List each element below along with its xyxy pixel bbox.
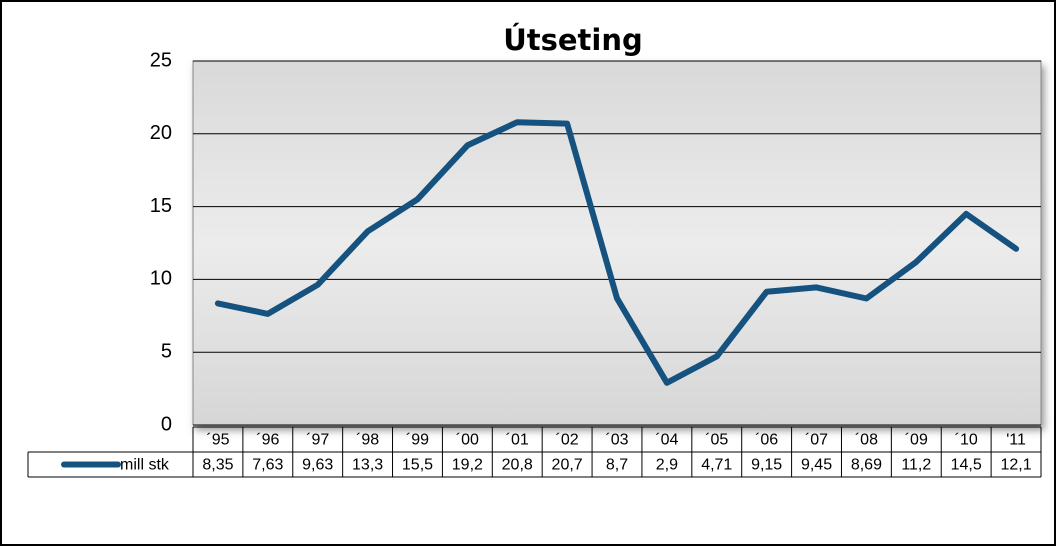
data-label: 7,63 bbox=[252, 457, 283, 474]
x-tick-label: ´02 bbox=[556, 432, 579, 449]
data-label: 9,15 bbox=[751, 457, 782, 474]
data-label: 9,45 bbox=[801, 457, 832, 474]
plot-area bbox=[192, 60, 1042, 426]
x-tick-label: ´98 bbox=[356, 432, 379, 449]
data-label: 20,8 bbox=[502, 457, 533, 474]
x-tick-label: ´08 bbox=[855, 432, 878, 449]
legend-label: mill stk bbox=[120, 457, 170, 474]
y-tick-label: 5 bbox=[161, 340, 172, 362]
y-tick-label: 25 bbox=[150, 49, 172, 71]
x-tick-label: ´04 bbox=[655, 432, 678, 449]
data-label: 20,7 bbox=[552, 457, 583, 474]
x-tick-label: ´03 bbox=[605, 432, 628, 449]
x-tick-label: ´99 bbox=[406, 432, 429, 449]
data-label: 14,5 bbox=[951, 457, 982, 474]
y-tick-label: 20 bbox=[150, 122, 172, 144]
x-tick-label: ´00 bbox=[456, 432, 479, 449]
x-tick-label: ´06 bbox=[755, 432, 778, 449]
data-label: 19,2 bbox=[452, 457, 483, 474]
data-label: 8,7 bbox=[606, 457, 628, 474]
data-label: 15,5 bbox=[402, 457, 433, 474]
data-label: 8,35 bbox=[202, 457, 233, 474]
data-label: 4,71 bbox=[701, 457, 732, 474]
data-label: 9,63 bbox=[302, 457, 333, 474]
data-label: 2,9 bbox=[656, 457, 678, 474]
series-line bbox=[214, 119, 1020, 386]
data-label: 12,1 bbox=[1000, 457, 1031, 474]
chart-title: Útseting bbox=[503, 23, 643, 57]
x-tick-label: ´01 bbox=[506, 432, 529, 449]
data-label: 11,2 bbox=[901, 457, 931, 474]
y-tick-label: 15 bbox=[150, 195, 172, 217]
x-tick-label: ´05 bbox=[705, 432, 728, 449]
x-tick-label: '11 bbox=[1006, 432, 1026, 449]
data-label: 13,3 bbox=[352, 457, 383, 474]
y-tick-label: 0 bbox=[161, 413, 172, 435]
x-tick-label: ´97 bbox=[306, 432, 329, 449]
y-tick-label: 10 bbox=[150, 268, 172, 290]
x-tick-label: ´09 bbox=[905, 432, 928, 449]
x-tick-label: ´10 bbox=[955, 432, 978, 449]
x-tick-label: ´96 bbox=[256, 432, 279, 449]
x-tick-label: ´07 bbox=[805, 432, 828, 449]
x-tick-label: ´95 bbox=[206, 432, 229, 449]
data-label: 8,69 bbox=[851, 457, 882, 474]
